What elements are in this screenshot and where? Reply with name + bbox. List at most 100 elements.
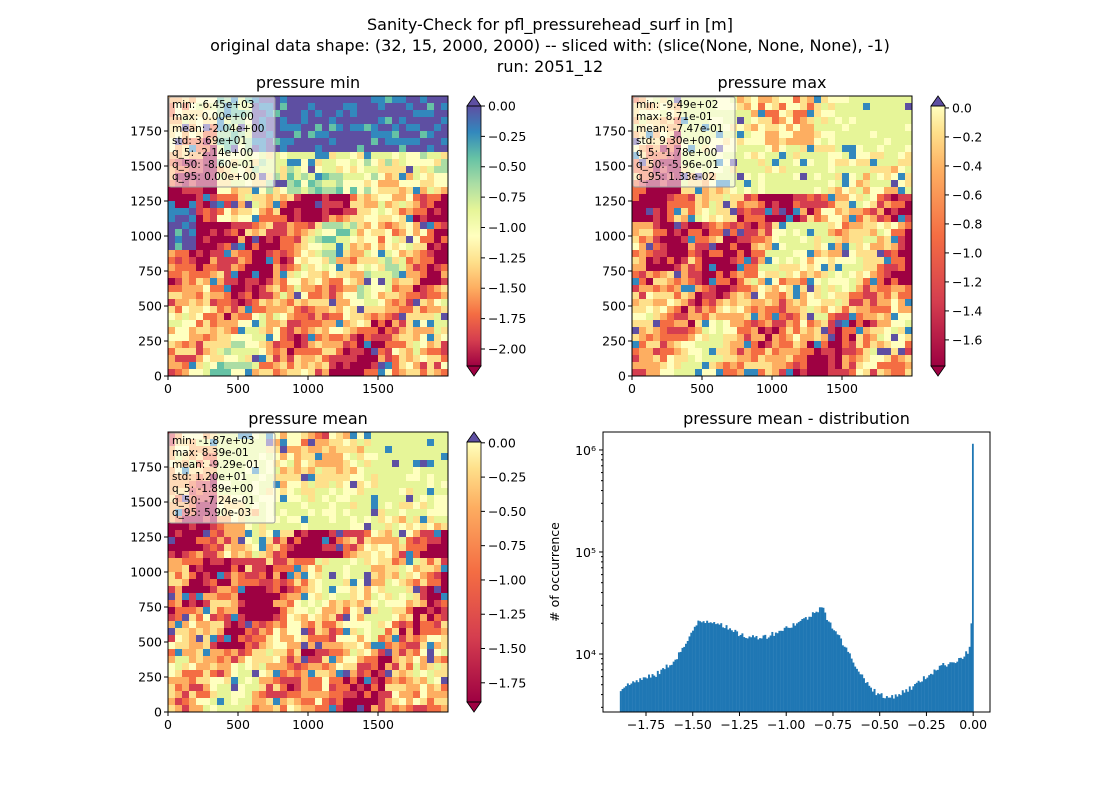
heatmap-cell: [301, 250, 309, 258]
heatmap-cell: [266, 670, 274, 678]
heatmap-cell: [772, 96, 780, 104]
heatmap-cell: [434, 166, 442, 174]
heatmap-cell: [406, 649, 414, 657]
heatmap-cell: [667, 187, 675, 195]
heatmap-cell: [280, 187, 288, 195]
heatmap-cell: [427, 488, 435, 496]
heatmap-cell: [378, 348, 386, 356]
heatmap-cell: [800, 215, 808, 223]
stats-line: q_50: -7.24e-01: [172, 495, 255, 507]
heatmap-cell: [196, 656, 204, 664]
heatmap-cell: [287, 348, 295, 356]
heatmap-cell: [189, 691, 197, 699]
heatmap-cell: [189, 208, 197, 216]
heatmap-cell: [336, 264, 344, 272]
heatmap-cell: [793, 124, 801, 132]
heatmap-cell: [329, 299, 337, 307]
heatmap-cell: [217, 334, 225, 342]
heatmap-cell: [364, 572, 372, 580]
heatmap-cell: [842, 236, 850, 244]
heatmap-cell: [259, 264, 267, 272]
heatmap-cell: [238, 355, 246, 363]
heatmap-cell: [350, 467, 358, 475]
heatmap-cell: [336, 453, 344, 461]
heatmap-cell: [385, 229, 393, 237]
heatmap-cell: [350, 495, 358, 503]
heatmap-cell: [224, 691, 232, 699]
heatmap-cell: [399, 460, 407, 468]
heatmap-cell: [674, 306, 682, 314]
heatmap-cell: [793, 348, 801, 356]
heatmap-cell: [343, 327, 351, 335]
heatmap-cell: [441, 138, 449, 146]
heatmap-cell: [786, 257, 794, 265]
heatmap-cell: [772, 348, 780, 356]
heatmap-cell: [301, 159, 309, 167]
heatmap-cell: [434, 656, 442, 664]
heatmap-cell: [280, 558, 288, 566]
heatmap-cell: [371, 467, 379, 475]
heatmap-cell: [884, 131, 892, 139]
heatmap-cell: [842, 327, 850, 335]
heatmap-cell: [322, 453, 330, 461]
heatmap-cell: [175, 677, 183, 685]
heatmap-cell: [399, 663, 407, 671]
heatmap-cell: [364, 614, 372, 622]
heatmap-cell: [371, 565, 379, 573]
heatmap-cell: [399, 558, 407, 566]
heatmap-cell: [315, 691, 323, 699]
heatmap-cell: [434, 222, 442, 230]
heatmap-cell: [420, 579, 428, 587]
heatmap-cell: [891, 229, 899, 237]
heatmap-cell: [870, 355, 878, 363]
heatmap-cell: [413, 187, 421, 195]
heatmap-cell: [392, 509, 400, 517]
heatmap-cell: [667, 250, 675, 258]
heatmap-cell: [793, 229, 801, 237]
heatmap-cell: [863, 96, 871, 104]
heatmap-cell: [406, 530, 414, 538]
heatmap-cell: [245, 656, 253, 664]
heatmap-cell: [856, 166, 864, 174]
heatmap-cell: [322, 159, 330, 167]
heatmap-cell: [413, 152, 421, 160]
heatmap-cell: [266, 607, 274, 615]
heatmap-cell: [434, 369, 442, 377]
heatmap-cell: [849, 299, 857, 307]
heatmap-cell: [702, 257, 710, 265]
heatmap-cell: [231, 243, 239, 251]
heatmap-cell: [427, 677, 435, 685]
heatmap-cell: [378, 544, 386, 552]
heatmap-cell: [301, 474, 309, 482]
heatmap-cell: [336, 670, 344, 678]
heatmap-cell: [336, 138, 344, 146]
heatmap-cell: [210, 593, 218, 601]
heatmap-cell: [821, 334, 829, 342]
heatmap-cell: [308, 684, 316, 692]
heatmap-cell: [441, 306, 449, 314]
heatmap-cell: [870, 264, 878, 272]
heatmap-cell: [723, 222, 731, 230]
heatmap-cell: [259, 677, 267, 685]
heatmap-cell: [378, 572, 386, 580]
heatmap-cell: [350, 453, 358, 461]
heatmap-cell: [224, 607, 232, 615]
heatmap-cell: [434, 439, 442, 447]
heatmap-cell: [905, 103, 913, 111]
heatmap-cell: [870, 145, 878, 153]
heatmap-cell: [814, 355, 822, 363]
heatmap-cell: [273, 467, 281, 475]
colorbar-tick-label: −1.50: [488, 641, 526, 656]
heatmap-cell: [441, 684, 449, 692]
heatmap-cell: [203, 635, 211, 643]
heatmap-cell: [371, 663, 379, 671]
heatmap-cell: [807, 334, 815, 342]
heatmap-cell: [273, 495, 281, 503]
heatmap-cell: [716, 264, 724, 272]
heatmap-cell: [688, 292, 696, 300]
heatmap-cell: [280, 467, 288, 475]
heatmap-cell: [385, 299, 393, 307]
heatmap-cell: [392, 299, 400, 307]
heatmap-cell: [224, 642, 232, 650]
heatmap-cell: [835, 341, 843, 349]
